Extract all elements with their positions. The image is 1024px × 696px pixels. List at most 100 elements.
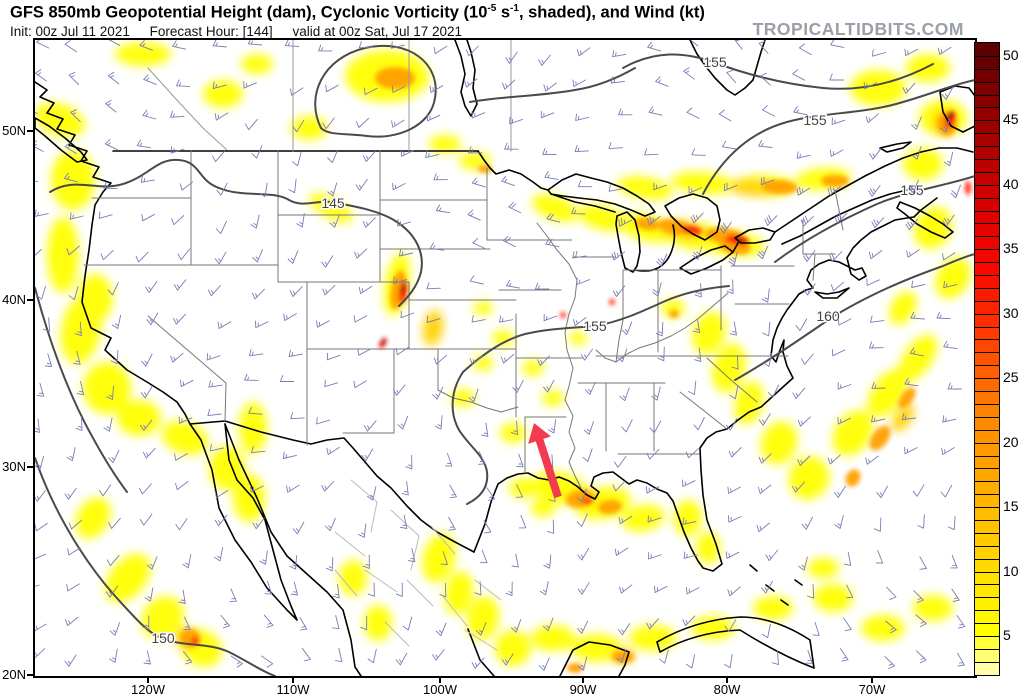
- lon-tick-label: 100W: [423, 682, 457, 696]
- contour-label: 160: [816, 308, 840, 324]
- weather-map-canvas[interactable]: 145 150 155 155 155 155 160: [35, 40, 975, 676]
- lon-tick-label: 70W: [858, 682, 886, 696]
- colorbar-segment: [975, 532, 999, 546]
- lon-tick-label: 90W: [569, 682, 597, 696]
- contour-labels: 145 150 155 155 155 155 160: [150, 53, 926, 648]
- title-superscript-exp: -5: [487, 3, 497, 14]
- colorbar-segment: [975, 610, 999, 624]
- lon-tick-label: 80W: [713, 682, 741, 696]
- colorbar-segment: [975, 133, 999, 147]
- colorbar-segment: [975, 597, 999, 611]
- run-info-line: Init: 00z Jul 11 2021 Forecast Hour: [14…: [10, 24, 478, 39]
- colorbar-tick-label: 45: [1003, 111, 1019, 128]
- lon-tick-mark: [147, 676, 149, 683]
- wind-barbs: [35, 40, 966, 671]
- colorbar-segment: [975, 146, 999, 160]
- colorbar-tick-label: 5: [1003, 627, 1011, 644]
- lat-tick-mark: [27, 466, 35, 468]
- colorbar-segment: [975, 339, 999, 353]
- colorbar-segment: [975, 623, 999, 636]
- colorbar-segment: [975, 107, 999, 121]
- vorticity-maxima: [180, 67, 971, 673]
- title-text: GFS 850mb Geopotential Height (dam), Cyc…: [10, 3, 488, 22]
- colorbar-tick-label: 15: [1003, 498, 1019, 515]
- contour-label: 155: [583, 318, 607, 334]
- colorbar-segment: [975, 171, 999, 185]
- lat-tick-label: 20N: [2, 667, 26, 682]
- title-text-tail: , shaded), and Wind (kt): [518, 3, 705, 22]
- colorbar-segment: [975, 210, 999, 224]
- colorbar-segment: [975, 313, 999, 327]
- contour-label: 155: [803, 112, 827, 128]
- lon-tick-mark: [292, 676, 294, 683]
- colorbar-segment: [975, 648, 999, 662]
- colorbar-segment: [975, 365, 999, 379]
- colorbar-segment: [975, 403, 999, 417]
- vorticity-colorbar: [974, 42, 1000, 676]
- colorbar-segment: [975, 262, 999, 276]
- colorbar-segment: [975, 120, 999, 134]
- title-text-units: s: [496, 3, 511, 22]
- colorbar-segment: [975, 519, 999, 533]
- forecast-hour-label: Forecast Hour: [144]: [149, 24, 273, 39]
- colorbar-segment: [975, 352, 999, 366]
- colorbar-segment: [975, 184, 999, 198]
- lat-tick-label: 30N: [2, 459, 26, 474]
- colorbar-tick-label: 50: [1003, 46, 1019, 63]
- colorbar-tick-label: 25: [1003, 369, 1019, 386]
- lon-tick-mark: [871, 676, 873, 683]
- colorbar-tick-label: 30: [1003, 304, 1019, 321]
- colorbar-segment: [975, 326, 999, 340]
- lon-tick-mark: [726, 676, 728, 683]
- lat-tick-mark: [27, 674, 35, 676]
- annotation-arrow: [528, 423, 562, 499]
- colorbar-tick-label: 20: [1003, 433, 1019, 450]
- colorbar-segment: [975, 197, 999, 211]
- colorbar-segment: [975, 507, 999, 520]
- contour-label: 150: [151, 630, 175, 646]
- lon-tick-mark: [582, 676, 584, 683]
- colorbar-segment: [975, 94, 999, 108]
- colorbar-segment: [975, 571, 999, 585]
- colorbar-segment: [975, 68, 999, 82]
- map-frame: 145 150 155 155 155 155 160: [33, 38, 977, 678]
- colorbar-segment: [975, 55, 999, 69]
- colorbar-tick-label: 40: [1003, 175, 1019, 192]
- title-superscript-exp2: -1: [510, 3, 519, 14]
- contour-label: 155: [900, 182, 924, 198]
- contour-label: 145: [321, 195, 345, 211]
- colorbar-segment: [975, 81, 999, 95]
- colorbar-segment: [975, 481, 999, 495]
- colorbar-segment: [975, 442, 999, 456]
- colorbar-segment: [975, 635, 999, 649]
- lon-tick-mark: [439, 676, 441, 683]
- valid-time-label: valid at 00z Sat, Jul 17 2021: [292, 24, 463, 39]
- contour-label: 155: [703, 54, 727, 70]
- height-contours: [35, 44, 975, 676]
- lon-tick-label: 110W: [276, 682, 310, 696]
- colorbar-segment: [975, 429, 999, 443]
- colorbar-segment: [975, 545, 999, 559]
- colorbar-segment: [975, 223, 999, 237]
- colorbar-segment: [975, 455, 999, 469]
- colorbar-segment: [975, 416, 999, 430]
- colorbar-segment: [975, 159, 999, 172]
- lat-tick-mark: [27, 299, 35, 301]
- page-title: GFS 850mb Geopotential Height (dam), Cyc…: [10, 3, 705, 23]
- colorbar-segment: [975, 494, 999, 508]
- colorbar-segment: [975, 391, 999, 404]
- colorbar-segment: [975, 558, 999, 572]
- colorbar-segment: [975, 468, 999, 482]
- colorbar-tick-label: 35: [1003, 240, 1019, 257]
- colorbar-segment: [975, 275, 999, 288]
- colorbar-segment: [975, 584, 999, 598]
- geography-outlines: [35, 40, 975, 676]
- lat-tick-label: 40N: [2, 292, 26, 307]
- colorbar-tick-label: 10: [1003, 562, 1019, 579]
- colorbar-segment: [975, 300, 999, 314]
- tropicaltidbits-watermark: TROPICALTIDBITS.COM: [752, 19, 964, 39]
- lat-tick-label: 50N: [2, 123, 26, 138]
- colorbar-segment: [975, 43, 999, 56]
- lon-tick-label: 120W: [131, 682, 165, 696]
